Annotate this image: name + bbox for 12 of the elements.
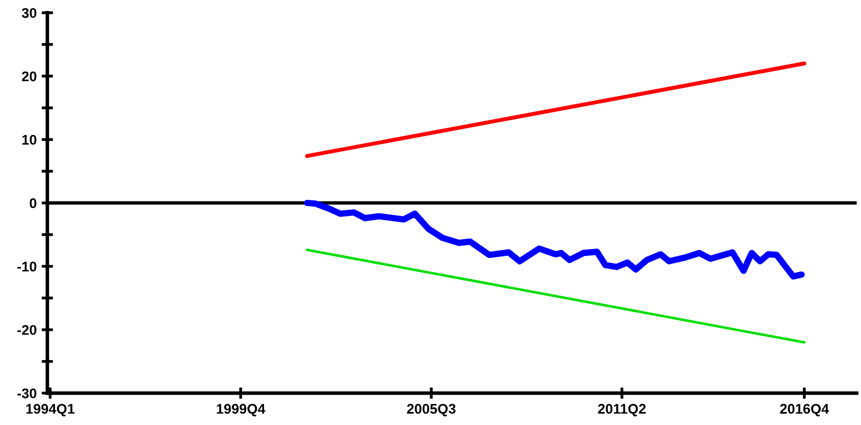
x-tick-label: 2016Q4	[780, 404, 829, 416]
x-tick-label: 1994Q1	[26, 404, 74, 416]
y-tick-label: 20	[22, 71, 36, 82]
x-tick-label: 1999Q4	[216, 404, 266, 416]
y-tick-label: -10	[17, 262, 36, 272]
y-tick-label: -30	[17, 388, 36, 398]
y-tick-label: 0	[30, 198, 36, 208]
x-tick-label: 2005Q3	[407, 404, 456, 416]
y-tick-label: 30	[22, 8, 36, 18]
y-tick-label: -20	[17, 325, 36, 335]
x-tick-label: 2011Q2	[598, 404, 646, 416]
y-tick-label: 10	[22, 134, 36, 145]
